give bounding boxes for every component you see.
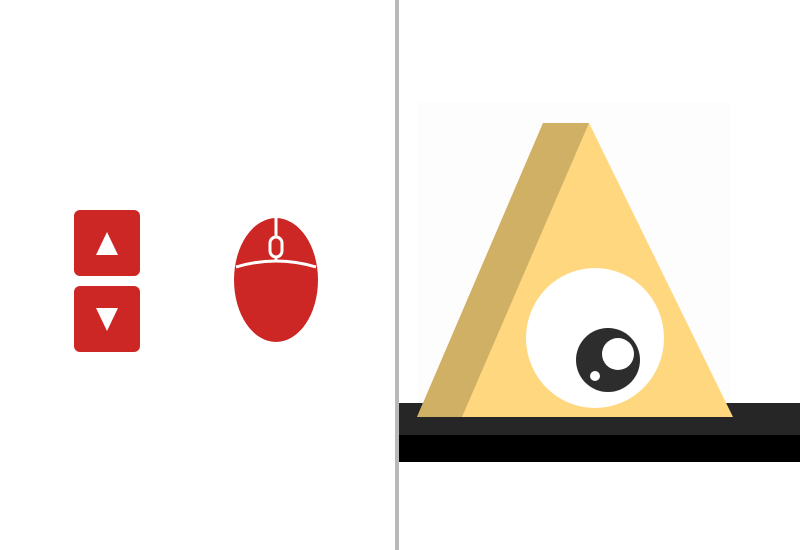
game-panel <box>399 0 800 550</box>
panel-divider <box>395 0 399 550</box>
arrow-up-icon <box>74 210 140 276</box>
ground-bottom <box>399 435 800 462</box>
triangle-eye-character <box>417 123 733 417</box>
arrow-up-key[interactable] <box>74 210 140 276</box>
pupil-highlight-large <box>602 338 634 370</box>
controls-panel <box>0 0 395 550</box>
character-side <box>417 123 589 417</box>
pupil-highlight-small <box>590 371 600 381</box>
game-scene <box>399 102 800 462</box>
mouse-icon <box>234 217 318 342</box>
arrow-down-icon <box>74 286 140 352</box>
arrow-down-key[interactable] <box>74 286 140 352</box>
mouse-button[interactable] <box>233 217 319 343</box>
